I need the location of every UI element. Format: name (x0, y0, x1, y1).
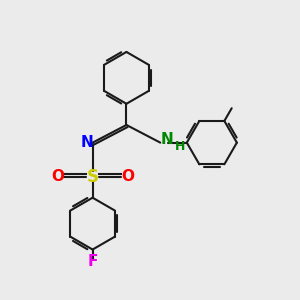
Text: H: H (175, 140, 185, 153)
Text: N: N (161, 132, 174, 147)
Text: O: O (51, 169, 64, 184)
Text: F: F (87, 254, 98, 269)
Text: O: O (122, 169, 134, 184)
Text: S: S (87, 167, 99, 185)
Text: N: N (81, 134, 94, 149)
